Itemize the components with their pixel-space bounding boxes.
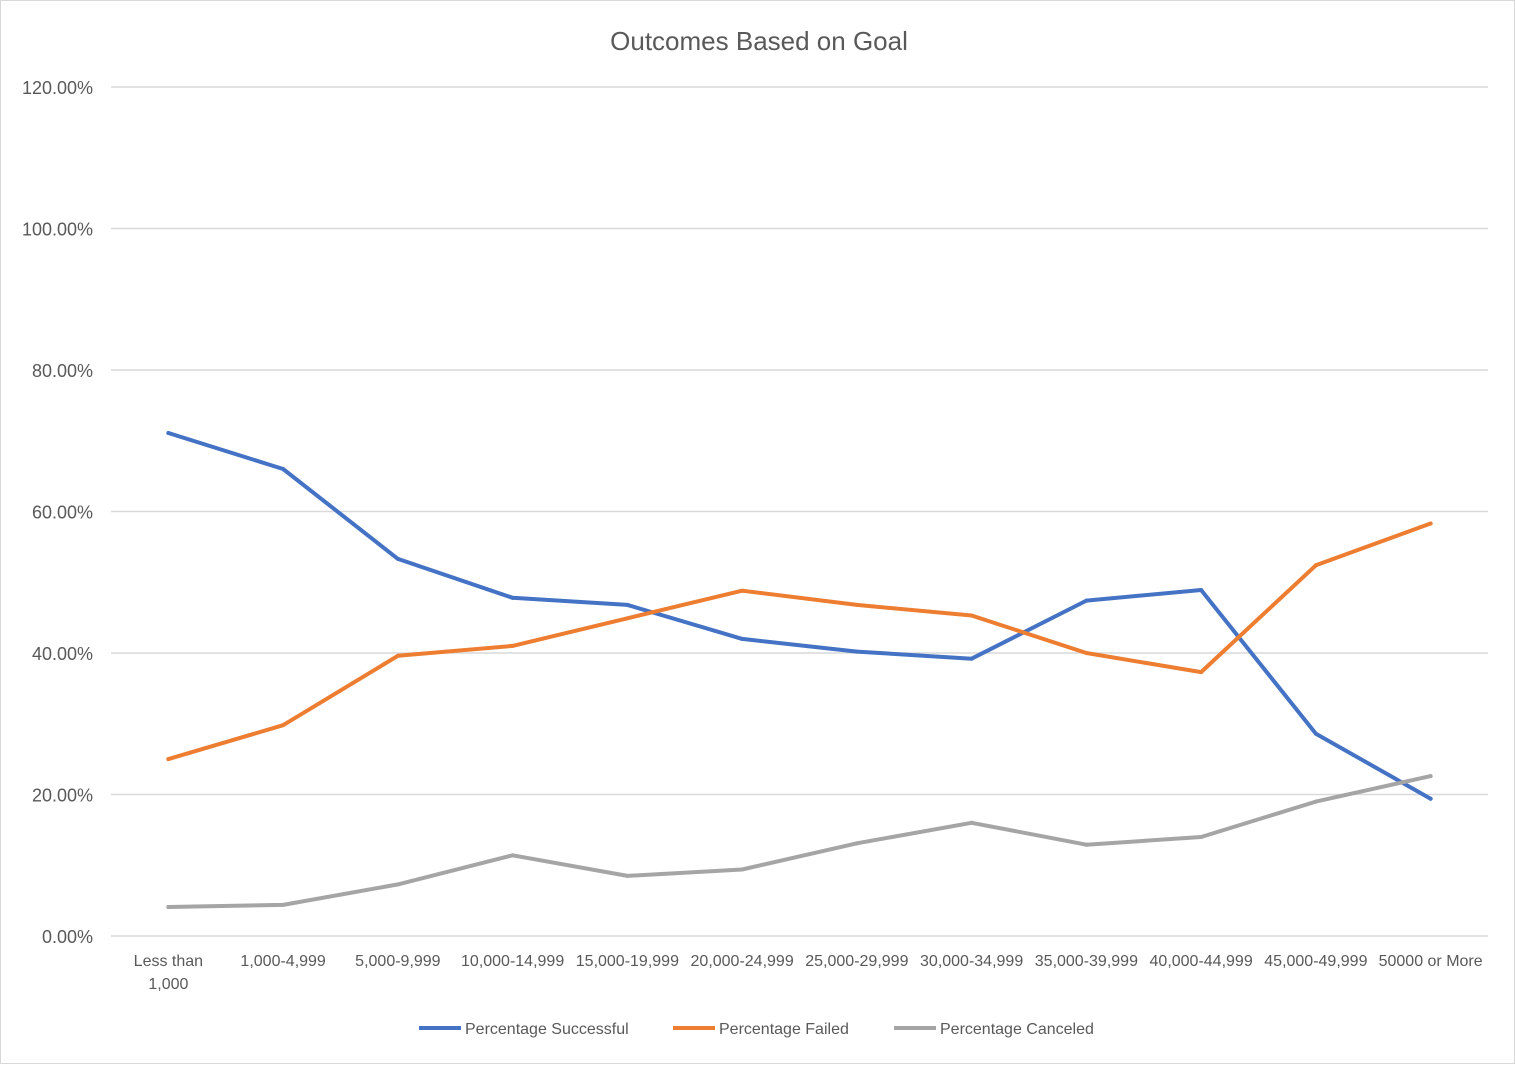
data-point	[854, 841, 859, 846]
data-point	[1199, 588, 1204, 593]
gridlines	[111, 86, 1488, 937]
data-point	[1199, 670, 1204, 675]
legend: Percentage Successful Percentage Failed Pe…	[419, 1021, 1094, 1038]
data-point	[1313, 799, 1318, 804]
data-point	[625, 616, 630, 621]
data-point	[166, 904, 171, 909]
data-point	[740, 867, 745, 872]
data-point	[740, 636, 745, 641]
data-point	[625, 602, 630, 607]
x-category-label: 25,000-29,999	[805, 953, 908, 970]
data-point	[281, 467, 286, 472]
x-category-label: 15,000-19,999	[576, 953, 679, 970]
series-lines	[166, 430, 1433, 909]
legend-label: Percentage Canceled	[940, 1021, 1094, 1038]
legend-label: Percentage Failed	[719, 1021, 849, 1038]
x-category-label: 50000 or More	[1379, 953, 1483, 970]
x-category-label: 1,000-4,999	[240, 953, 326, 970]
data-point	[1428, 521, 1433, 526]
data-point	[510, 643, 515, 648]
data-point	[166, 757, 171, 762]
y-tick-label: 40.00%	[32, 644, 93, 664]
x-category-label: 5,000-9,999	[355, 953, 441, 970]
data-point	[1084, 842, 1089, 847]
y-tick-label: 120.00%	[22, 78, 93, 98]
data-point	[1084, 598, 1089, 603]
series-line-percentage-successful	[166, 431, 1433, 801]
y-tick-label: 100.00%	[22, 220, 93, 240]
y-tick-label: 80.00%	[32, 361, 93, 381]
legend-label: Percentage Successful	[465, 1021, 629, 1038]
data-point	[395, 882, 400, 887]
x-axis-category-labels: Less than 1,000 1,000-4,999 5,000-9,999 10,0…	[134, 953, 1483, 993]
x-category-label: 45,000-49,999	[1264, 953, 1367, 970]
y-axis-tick-labels: 0.00% 20.00% 40.00% 60.00% 80.00% 100.00% 120.…	[22, 78, 93, 947]
data-point	[1199, 834, 1204, 839]
data-point	[1313, 731, 1318, 736]
x-category-label: 10,000-14,999	[461, 953, 564, 970]
data-point	[510, 595, 515, 600]
data-point	[969, 613, 974, 618]
y-tick-label: 60.00%	[32, 503, 93, 523]
data-point	[281, 723, 286, 728]
y-tick-label: 20.00%	[32, 786, 93, 806]
data-point	[969, 820, 974, 825]
x-category-label: 35,000-39,999	[1035, 953, 1138, 970]
chart-title: Outcomes Based on Goal	[610, 26, 908, 56]
data-point	[166, 430, 171, 435]
data-point	[969, 656, 974, 661]
data-point	[510, 853, 515, 858]
data-point	[854, 649, 859, 654]
data-point	[395, 653, 400, 658]
data-point	[854, 602, 859, 607]
data-point	[1428, 774, 1433, 779]
data-point	[1428, 796, 1433, 801]
series-line-percentage-canceled	[166, 774, 1433, 909]
data-point	[1313, 563, 1318, 568]
data-point	[395, 556, 400, 561]
x-category-label: Less than 1,000	[134, 953, 203, 993]
series-line-percentage-failed	[166, 521, 1433, 762]
data-point	[281, 902, 286, 907]
x-category-label: 20,000-24,999	[691, 953, 794, 970]
y-tick-label: 0.00%	[42, 927, 93, 947]
data-point	[625, 873, 630, 878]
x-category-label: 30,000-34,999	[920, 953, 1023, 970]
data-point	[1084, 651, 1089, 655]
data-point	[740, 588, 745, 593]
x-category-label: 40,000-44,999	[1150, 953, 1253, 970]
